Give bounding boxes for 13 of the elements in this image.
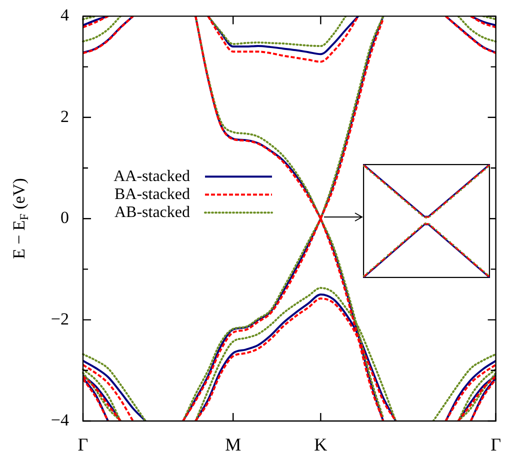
y-tick-label: −2 <box>50 309 69 328</box>
x-tick-label: Γ <box>78 434 88 451</box>
y-tick-label: −4 <box>50 410 70 430</box>
legend-label: BA-stacked <box>114 186 190 203</box>
legend-label: AB-stacked <box>114 204 190 221</box>
x-tick-label: Γ <box>490 434 501 451</box>
legend-label: AA-stacked <box>114 168 190 185</box>
y-axis-title: E − EF (eV) <box>9 178 32 260</box>
x-tick-label: M <box>225 434 242 451</box>
y-tick-label: 4 <box>60 6 70 25</box>
y-tick-label: 0 <box>60 208 69 228</box>
y-tick-label: 2 <box>60 106 69 126</box>
x-tick-label: K <box>314 434 328 451</box>
